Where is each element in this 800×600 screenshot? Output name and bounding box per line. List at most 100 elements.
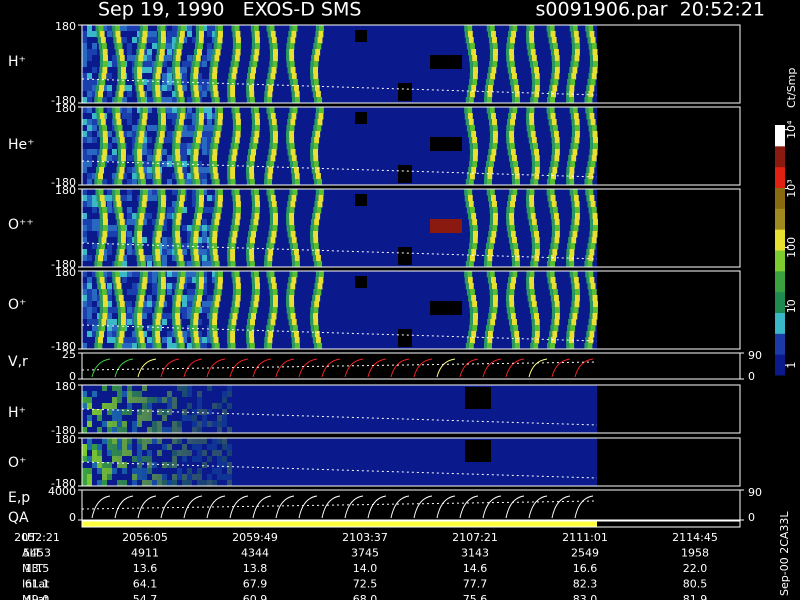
spectrogram-cell: [167, 97, 172, 103]
spectrogram-streak: [178, 283, 184, 290]
dashed-line: [81, 461, 598, 479]
spectrogram-streak: [176, 343, 180, 350]
spectrogram-streak: [529, 189, 535, 196]
spectrogram-streak: [509, 301, 515, 308]
spectrogram-streak: [464, 25, 468, 32]
table-cell: 13.6: [133, 562, 158, 575]
spectrogram-streak: [507, 149, 511, 156]
spectrogram-cell: [192, 289, 197, 295]
spectrogram-streak: [267, 91, 273, 98]
spectrogram-streak: [102, 225, 108, 232]
spectrogram-cell: [122, 450, 127, 456]
spectrogram-streak: [286, 43, 290, 50]
spectrogram-streak: [99, 67, 103, 74]
spectrogram-streak: [138, 219, 144, 226]
spectrogram-streak: [570, 61, 574, 68]
spectrogram-streak: [288, 319, 292, 326]
spectrogram-streak: [96, 195, 100, 202]
spectrogram-streak: [250, 55, 254, 62]
spectrogram-streak: [159, 49, 165, 56]
spectrogram-streak: [465, 343, 469, 350]
spectrogram-cell: [167, 409, 172, 415]
spectrogram-streak: [102, 219, 108, 226]
spectrogram-streak: [254, 207, 260, 214]
spectrogram-streak: [213, 125, 217, 132]
spectrogram-streak: [177, 167, 183, 174]
spectrogram-streak: [513, 325, 519, 332]
spectrogram-streak: [114, 261, 118, 268]
spectrogram-streak: [511, 195, 517, 202]
spectrogram-cell: [127, 438, 132, 444]
spectrogram-streak: [99, 167, 105, 174]
spectrogram-streak: [530, 231, 534, 238]
spectrogram-cell: [82, 313, 87, 319]
spectrogram-cell: [227, 474, 232, 480]
spectrogram-cell: [82, 271, 87, 277]
spectrogram-streak: [533, 179, 539, 186]
spectrogram-streak: [534, 331, 540, 338]
spectrogram-background: [82, 438, 597, 486]
spectrogram-cell: [147, 155, 152, 161]
spectrogram-cell: [177, 468, 182, 474]
spectrogram-streak: [96, 249, 100, 256]
spectrogram-streak: [213, 225, 219, 232]
spectrogram-streak: [209, 67, 213, 74]
spectrogram-streak: [485, 325, 489, 332]
spectrogram-streak: [571, 119, 575, 126]
table-cell: 3745: [351, 547, 379, 560]
trace-curve: [229, 358, 249, 378]
spectrogram-cell: [162, 249, 167, 255]
spectrogram-streak: [487, 167, 493, 174]
spectrogram-streak: [230, 343, 236, 350]
spectrogram-streak: [115, 131, 119, 138]
spectrogram-streak: [135, 301, 139, 308]
spectrogram-streak: [246, 97, 250, 104]
spectrogram-streak: [571, 137, 575, 144]
dashed-line: [81, 361, 598, 371]
spectrogram-streak: [291, 237, 297, 244]
spectrogram-cell: [122, 391, 127, 397]
spectrogram-cell: [187, 480, 192, 486]
spectrogram-streak: [249, 179, 255, 186]
spectrogram-cell: [92, 289, 97, 295]
spectrogram-streak: [246, 79, 250, 86]
spectrogram-streak: [549, 271, 555, 278]
spectrogram-streak: [117, 207, 123, 214]
trace-curve: [252, 358, 272, 378]
spectrogram-cell: [152, 474, 157, 480]
spectrogram-streak: [177, 249, 183, 256]
spectrogram-streak: [193, 167, 199, 174]
spectrogram-streak: [175, 173, 179, 180]
spectrogram-cell: [207, 207, 212, 213]
spectrogram-cell: [197, 91, 202, 97]
spectrogram-streak: [510, 67, 516, 74]
spectrogram-streak: [173, 213, 177, 220]
spectrogram-cell: [117, 415, 122, 421]
spectrogram-streak: [534, 161, 540, 168]
spectrogram-streak: [549, 249, 553, 256]
trace-curve: [114, 358, 134, 378]
spectrogram-streak: [511, 237, 517, 244]
spectrogram-streak: [174, 125, 178, 132]
spectrogram-cell: [172, 271, 177, 277]
spectrogram-cell: [182, 79, 187, 85]
spectrogram-streak: [588, 271, 594, 278]
spectrogram-streak: [115, 277, 121, 284]
spectrogram-streak: [97, 325, 101, 332]
spectrogram-streak: [193, 243, 199, 250]
spectrogram-streak: [209, 331, 213, 338]
spectrogram-streak: [198, 37, 204, 44]
spectrogram-cell: [207, 295, 212, 301]
spectrogram-streak: [266, 107, 270, 114]
spectrogram-streak: [99, 55, 103, 62]
spectrogram-streak: [249, 307, 253, 314]
spectrogram-cell: [82, 55, 87, 61]
spectrogram-streak: [175, 283, 179, 290]
spectrogram-streak: [213, 173, 219, 180]
spectrogram-cell: [217, 450, 222, 456]
spectrogram-streak: [512, 189, 518, 196]
spectrogram-streak: [529, 271, 535, 278]
spectrogram-streak: [551, 61, 555, 68]
spectrogram-cell: [172, 97, 177, 103]
spectrogram-streak: [175, 219, 181, 226]
